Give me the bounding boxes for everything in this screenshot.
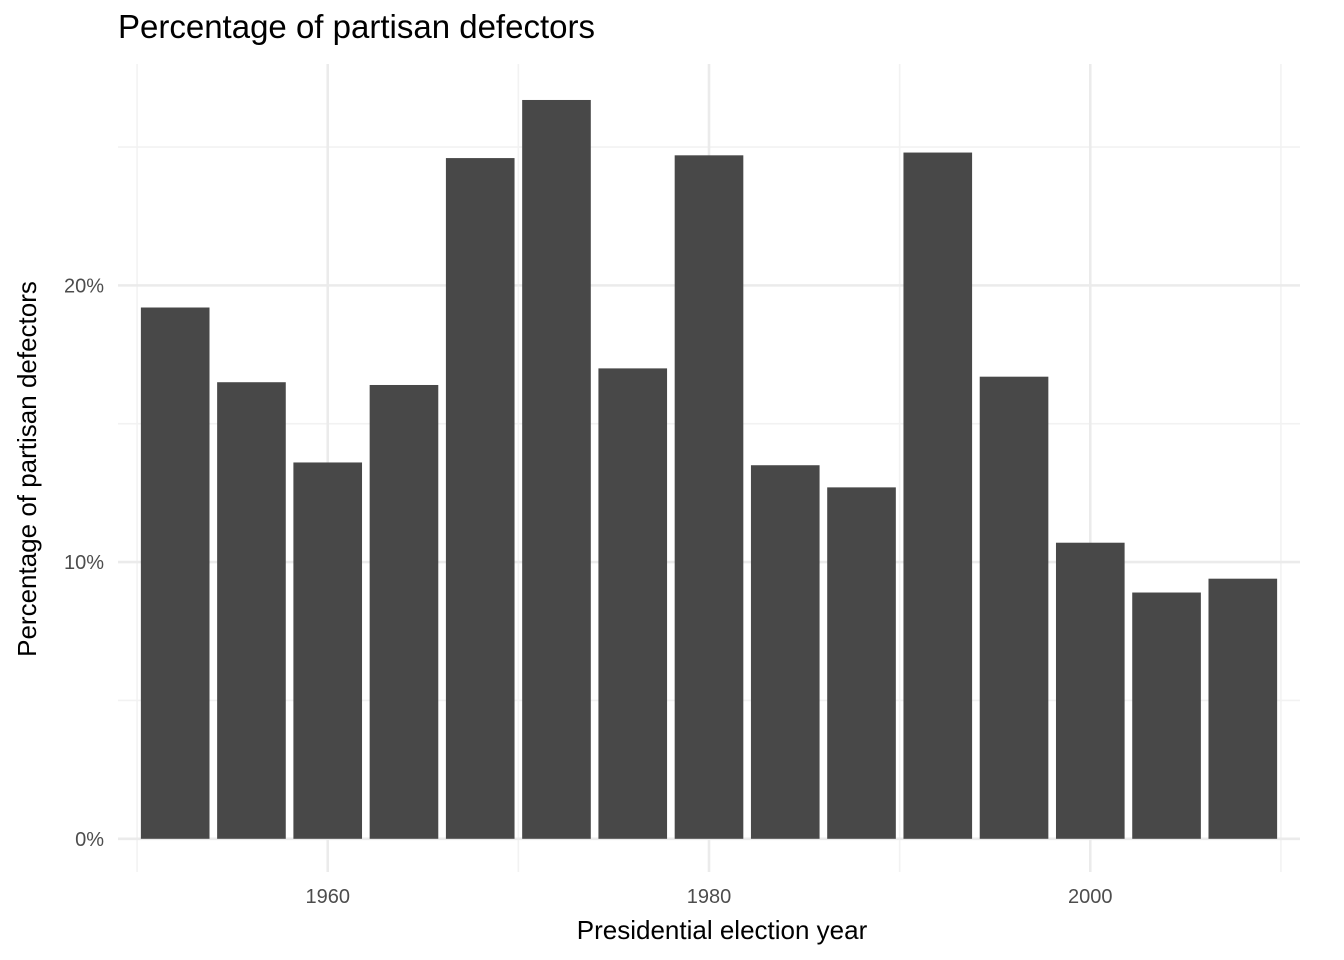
bar (445, 158, 515, 839)
bar (140, 307, 210, 839)
x-tick-label: 1960 (305, 886, 350, 908)
chart-title: Percentage of partisan defectors (118, 8, 595, 45)
bar (598, 368, 668, 839)
bar (674, 155, 744, 839)
bar (979, 376, 1049, 839)
bar (903, 152, 973, 839)
bar (293, 462, 363, 839)
y-tick-label: 0% (75, 829, 104, 851)
bar (827, 487, 896, 839)
x-tick-label: 1980 (687, 886, 732, 908)
bars (140, 99, 1278, 839)
y-tick-label: 20% (64, 275, 104, 297)
bar (750, 465, 820, 839)
y-axis-label: Percentage of partisan defectors (12, 281, 42, 657)
y-tick-label: 10% (64, 552, 104, 574)
bar (1055, 542, 1125, 839)
bar (1132, 592, 1201, 839)
bar (1208, 578, 1278, 839)
x-axis-label: Presidential election year (577, 915, 868, 945)
bar (522, 99, 591, 839)
x-tick-label: 2000 (1068, 886, 1113, 908)
bar (217, 382, 286, 839)
bar (369, 384, 439, 839)
tick-labels: 0% 10% 20% 1960 1980 2000 (64, 275, 1113, 908)
